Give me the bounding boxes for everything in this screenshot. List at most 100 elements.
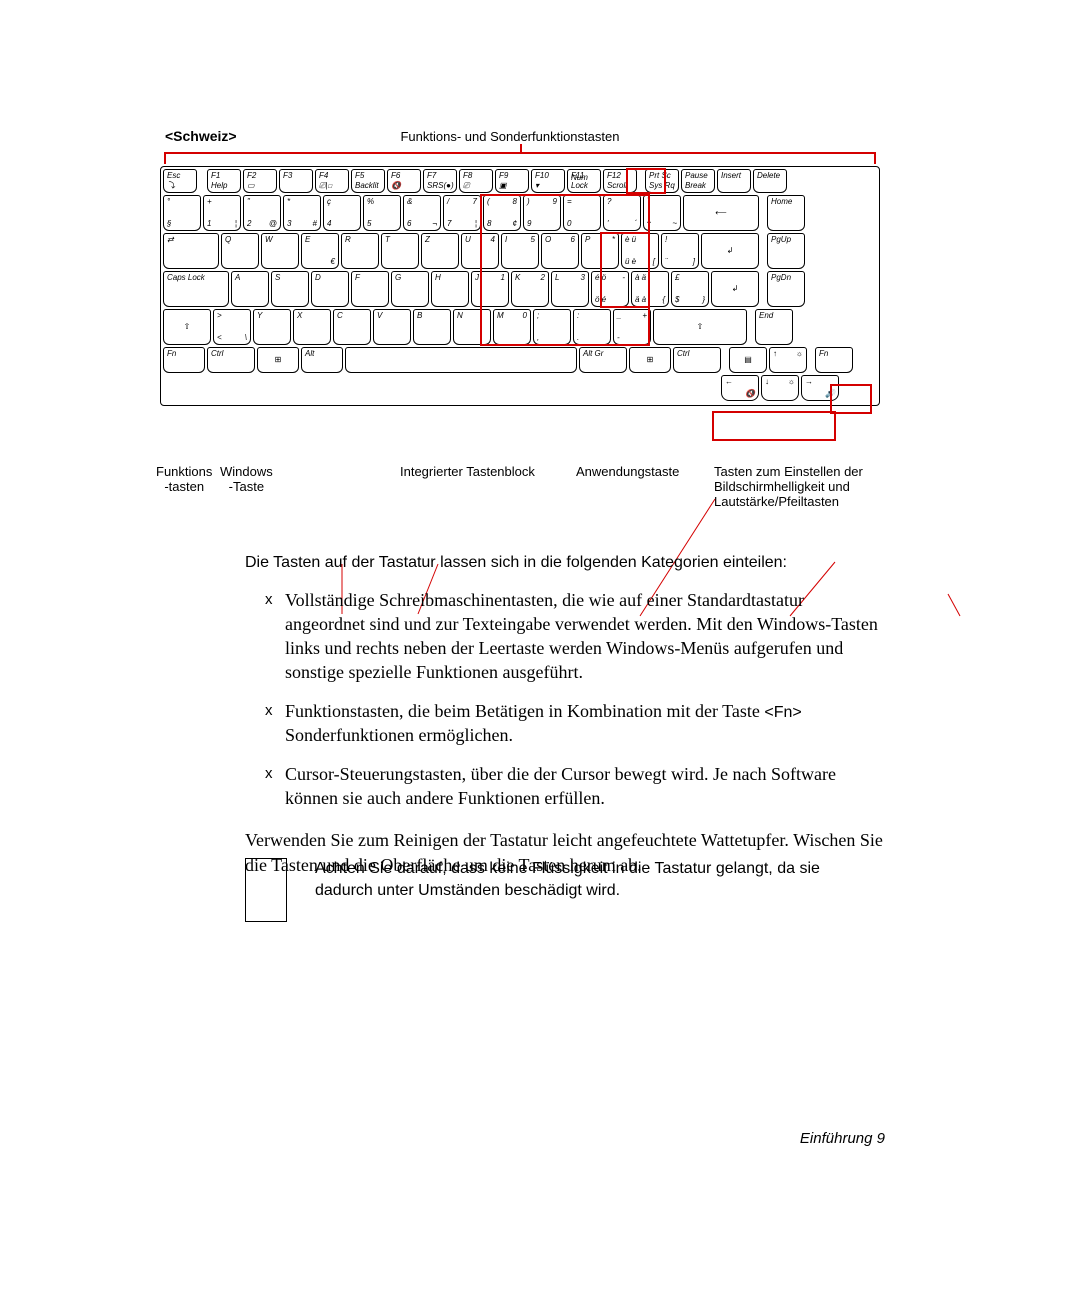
diagram-header: <Schweiz> Funktions- und Sonderfunktions… bbox=[165, 128, 885, 144]
key: ▤ bbox=[729, 347, 767, 373]
key: Y bbox=[253, 309, 291, 345]
key: F6🔇 bbox=[387, 169, 421, 193]
key: W bbox=[261, 233, 299, 269]
key: G bbox=[391, 271, 429, 307]
key: F1Help bbox=[207, 169, 241, 193]
key: End bbox=[755, 309, 793, 345]
bullet-item: Vollständige Schreibmaschinentasten, die… bbox=[285, 588, 885, 685]
key: Caps Lock bbox=[163, 271, 229, 307]
key: I5 bbox=[501, 233, 539, 269]
key: Alt Gr bbox=[579, 347, 627, 373]
key: %5 bbox=[363, 195, 401, 231]
key: ↑☼ bbox=[769, 347, 807, 373]
bullet-item: Funktionstasten, die beim Betätigen in K… bbox=[285, 699, 885, 748]
key: U4 bbox=[461, 233, 499, 269]
key: PgDn bbox=[767, 271, 805, 307]
key: _+- bbox=[613, 309, 651, 345]
intro-paragraph: Die Tasten auf der Tastatur lassen sich … bbox=[245, 552, 885, 574]
key: `^~ bbox=[643, 195, 681, 231]
callout-media: Tasten zum Einstellen der Bildschirmhell… bbox=[714, 464, 863, 509]
key: )99 bbox=[523, 195, 561, 231]
key: /77¦ bbox=[443, 195, 481, 231]
key: F11Num Lock bbox=[567, 169, 601, 193]
page-footer: Einführung 9 bbox=[800, 1130, 885, 1147]
key: PauseBreak bbox=[681, 169, 715, 193]
bullet-item: Cursor-Steuerungstasten, über die der Cu… bbox=[285, 762, 885, 811]
key: B bbox=[413, 309, 451, 345]
key: M0 bbox=[493, 309, 531, 345]
key: F4⎚|◻ bbox=[315, 169, 349, 193]
key bbox=[345, 347, 577, 373]
key: ><\ bbox=[213, 309, 251, 345]
header-subtitle: Funktions- und Sonderfunktionstasten bbox=[400, 129, 619, 144]
key: ↲ bbox=[701, 233, 759, 269]
key: é ö-ö é bbox=[591, 271, 629, 307]
key: L3 bbox=[551, 271, 589, 307]
key: =0 bbox=[563, 195, 601, 231]
key: !¨] bbox=[661, 233, 699, 269]
caution-text: Achten Sie darauf, dass keine Flüssigkei… bbox=[315, 858, 875, 901]
key: ⟵ bbox=[683, 195, 759, 231]
key: Fn bbox=[815, 347, 853, 373]
key: O6 bbox=[541, 233, 579, 269]
key: T bbox=[381, 233, 419, 269]
key: &6¬ bbox=[403, 195, 441, 231]
key: Delete bbox=[753, 169, 787, 193]
key: F2▭ bbox=[243, 169, 277, 193]
key: Esc⤵ bbox=[163, 169, 197, 193]
key: F5Backlit bbox=[351, 169, 385, 193]
header-title: <Schweiz> bbox=[165, 128, 237, 144]
key: Ctrl bbox=[207, 347, 255, 373]
callout-numpad: Integrierter Tastenblock bbox=[400, 464, 535, 479]
key: N bbox=[453, 309, 491, 345]
key: ⇧ bbox=[653, 309, 747, 345]
key: è üü è[ bbox=[621, 233, 659, 269]
key: ↓☼ bbox=[761, 375, 799, 401]
key: A bbox=[231, 271, 269, 307]
key: →🔊 bbox=[801, 375, 839, 401]
callout-win: Windows -Taste bbox=[220, 464, 273, 494]
key: ?'´ bbox=[603, 195, 641, 231]
key: à ää à{ bbox=[631, 271, 669, 307]
key: Q bbox=[221, 233, 259, 269]
key: ;, bbox=[533, 309, 571, 345]
key: £$} bbox=[671, 271, 709, 307]
body-text: Die Tasten auf der Tastatur lassen sich … bbox=[245, 552, 885, 891]
key: K2 bbox=[511, 271, 549, 307]
key: S bbox=[271, 271, 309, 307]
key: °§ bbox=[163, 195, 201, 231]
callout-app: Anwendungstaste bbox=[576, 464, 679, 479]
key: P* bbox=[581, 233, 619, 269]
key: Fn bbox=[163, 347, 205, 373]
key: Z bbox=[421, 233, 459, 269]
key: ⊞ bbox=[629, 347, 671, 373]
key: D bbox=[311, 271, 349, 307]
key: +1¦ bbox=[203, 195, 241, 231]
key: Home bbox=[767, 195, 805, 231]
key: PgUp bbox=[767, 233, 805, 269]
key: J1 bbox=[471, 271, 509, 307]
key: F9▣ bbox=[495, 169, 529, 193]
key: "2@ bbox=[243, 195, 281, 231]
highlight-media-keys bbox=[712, 411, 836, 441]
key: F8⎚ bbox=[459, 169, 493, 193]
caution-icon-box bbox=[245, 858, 287, 922]
key: F7SRS(●) bbox=[423, 169, 457, 193]
key: ç4 bbox=[323, 195, 361, 231]
key: Alt bbox=[301, 347, 343, 373]
key: V bbox=[373, 309, 411, 345]
key: E€ bbox=[301, 233, 339, 269]
key: F12Scroll bbox=[603, 169, 637, 193]
key: ⊞ bbox=[257, 347, 299, 373]
key: C bbox=[333, 309, 371, 345]
key: F10▾ bbox=[531, 169, 565, 193]
key: :. bbox=[573, 309, 611, 345]
key: X bbox=[293, 309, 331, 345]
keyboard-body: Esc⤵F1HelpF2▭F3F4⎚|◻F5BacklitF6🔇F7SRS(●)… bbox=[160, 166, 880, 406]
function-row-bracket bbox=[164, 152, 876, 164]
key: ↲ bbox=[711, 271, 759, 307]
key: (88¢ bbox=[483, 195, 521, 231]
key: ←🔇 bbox=[721, 375, 759, 401]
callout-fn: Funktions -tasten bbox=[156, 464, 212, 494]
keyboard-diagram: Esc⤵F1HelpF2▭F3F4⎚|◻F5BacklitF6🔇F7SRS(●)… bbox=[160, 152, 880, 452]
